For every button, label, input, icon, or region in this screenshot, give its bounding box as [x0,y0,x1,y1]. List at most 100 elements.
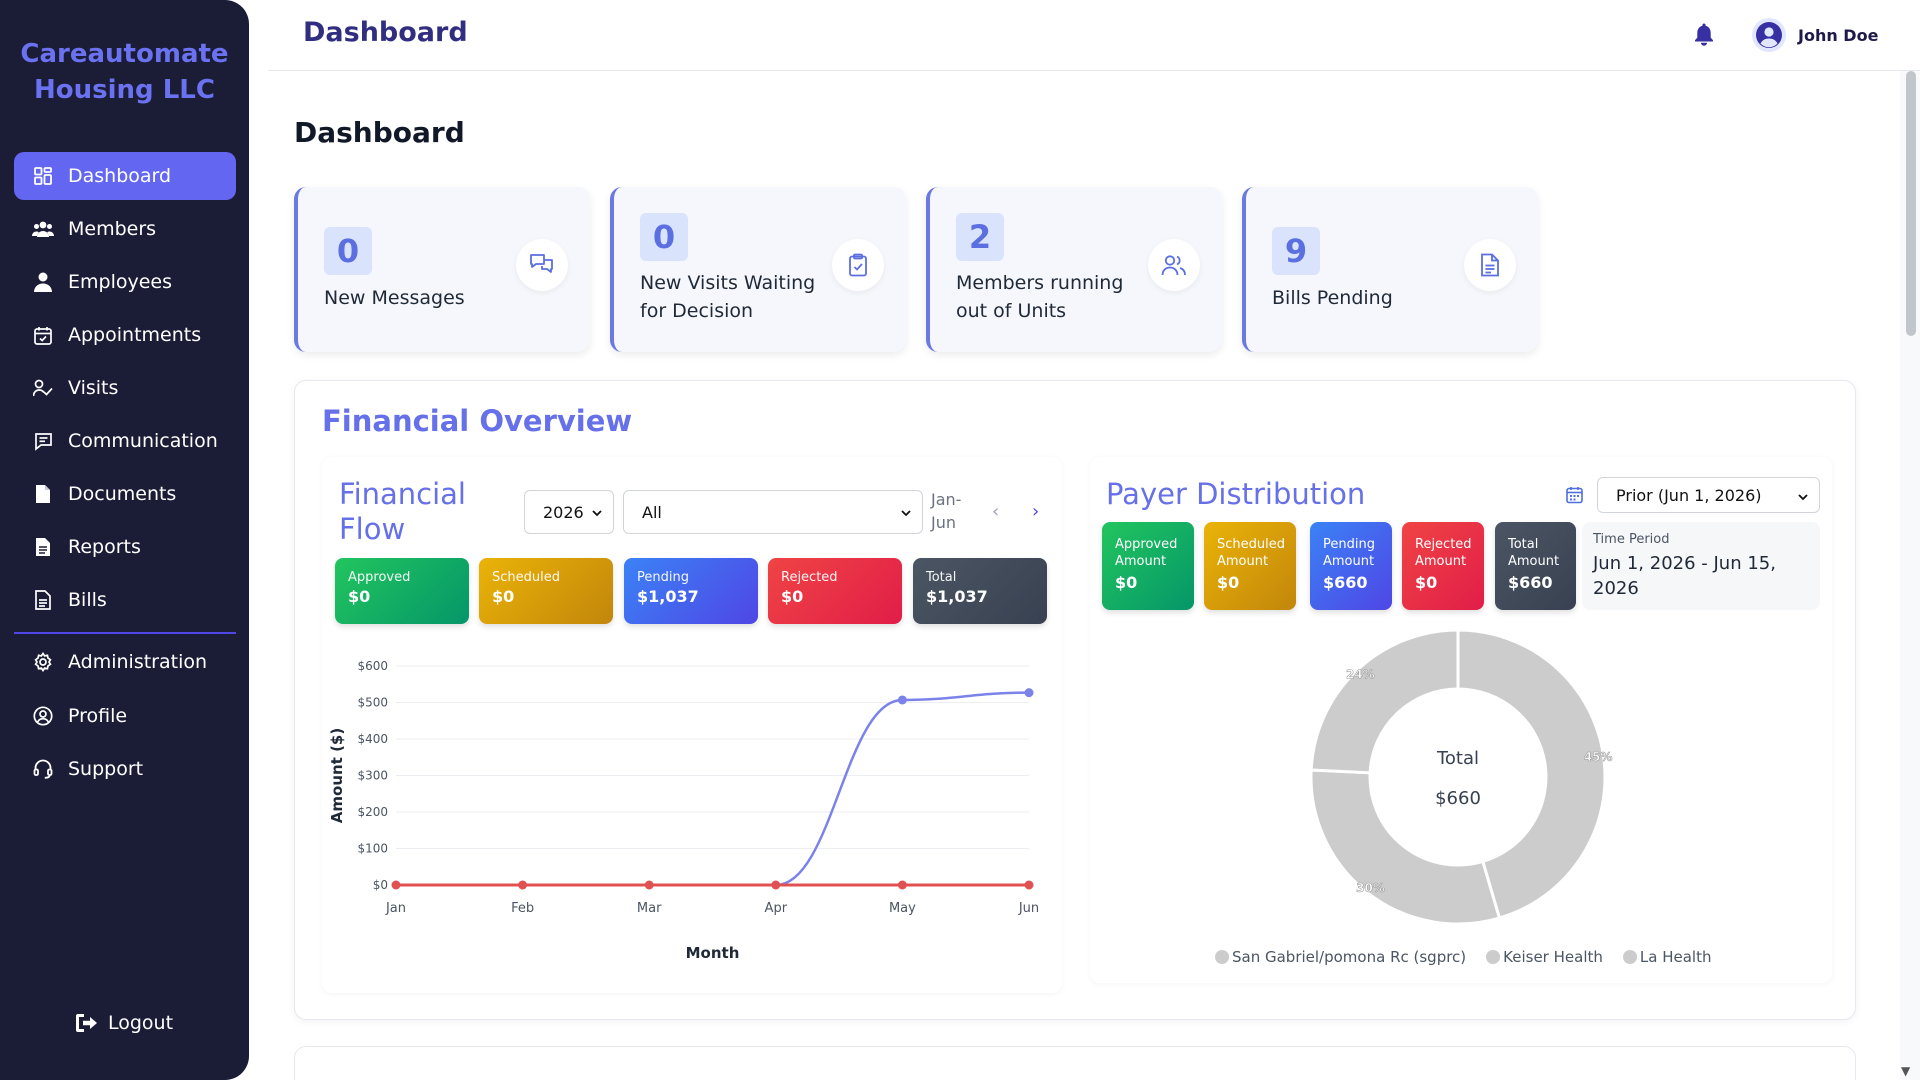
slice-label: 45% [1584,750,1613,764]
time-period-box: Time Period Jun 1, 2026 - Jun 15, 2026 [1582,522,1820,610]
sidebar-item-reports[interactable]: Reports [14,523,236,571]
scroll-down-arrow[interactable]: ▼ [1901,1064,1911,1078]
sidebar-item-appointments[interactable]: Appointments [14,311,236,359]
stat-label: Bills Pending [1272,287,1393,309]
logout-button[interactable]: Logout [76,1012,173,1034]
bill-icon [32,589,54,611]
chevron-down-icon [900,504,912,523]
sidebar-item-members[interactable]: Members [14,205,236,253]
data-point[interactable] [518,880,528,890]
user-menu[interactable]: John Doe [1752,18,1878,52]
avatar [1752,18,1786,52]
sidebar-item-profile[interactable]: Profile [14,692,236,740]
chevron-down-icon [1797,488,1809,507]
year-select-value: 2026 [543,502,584,522]
employee-icon [32,271,54,293]
payer-summary-total: Total Amount $660 [1495,522,1576,610]
stat-card-visits-waiting[interactable]: 0 New Visits Waiting for Decision [610,187,906,352]
payer-distribution-title: Payer Distribution [1106,477,1366,511]
x-tick-label: Jan [385,901,406,916]
bell-icon[interactable] [1693,22,1715,50]
data-point[interactable] [897,695,907,705]
legend-swatch [1215,950,1229,964]
summary-label: Total [926,570,957,585]
summary-label: Total Amount [1508,537,1560,569]
period-select[interactable]: Prior (Jun 1, 2026) [1597,477,1820,513]
calendar-icon[interactable] [1566,486,1583,508]
report-icon [32,536,54,558]
x-tick-label: Jun [1018,901,1039,916]
stat-card-members-units[interactable]: 2 Members running out of Units [926,187,1222,352]
x-axis-label: Month [686,944,740,962]
visits-icon [32,377,54,399]
sidebar-item-employees[interactable]: Employees [14,258,236,306]
pie-slice[interactable] [1309,768,1502,926]
stat-label: New Messages [324,287,465,309]
sidebar-item-documents[interactable]: Documents [14,470,236,518]
data-point[interactable] [897,880,907,890]
sidebar-item-support[interactable]: Support [14,745,236,793]
stat-card-bills-pending[interactable]: 9 Bills Pending [1242,187,1538,352]
legend-item[interactable]: La Health [1622,948,1712,966]
stat-card-new-messages[interactable]: 0 New Messages [294,187,590,352]
payer-summary-pending: Pending Amount $660 [1310,522,1392,610]
sidebar-item-label: Communication [68,430,218,452]
summary-rejected: Rejected $0 [768,558,902,624]
time-period-value: Jun 1, 2026 - Jun 15, 2026 [1593,553,1776,599]
lower-panel [294,1046,1856,1080]
year-select[interactable]: 2026 [524,490,614,534]
payer-summary-approved: Approved Amount $0 [1102,522,1194,610]
stat-label: New Visits Waiting for Decision [640,272,816,322]
gear-icon [32,651,54,673]
sidebar-item-label: Visits [68,377,119,399]
x-tick-label: Feb [511,901,534,916]
calendar-icon [32,324,54,346]
financial-flow-title: Financial Flow [339,477,466,546]
summary-scheduled: Scheduled $0 [479,558,613,624]
header-title: Dashboard [303,17,468,48]
legend-label: La Health [1639,948,1712,966]
filter-select[interactable]: All [623,490,923,534]
x-tick-label: Apr [765,901,788,916]
sidebar-item-bills[interactable]: Bills [14,576,236,624]
sidebar-item-administration[interactable]: Administration [14,638,236,686]
stat-label: Members running out of Units [956,272,1124,322]
summary-label: Pending Amount [1323,537,1375,569]
chevron-right-icon[interactable]: › [1032,501,1040,522]
y-tick-label: $500 [357,696,388,710]
summary-value: $660 [1323,573,1368,592]
y-tick-label: $200 [357,805,388,819]
legend-swatch [1486,950,1501,964]
clipboard-icon [832,239,884,291]
data-point[interactable] [1024,880,1034,890]
data-point[interactable] [771,880,781,890]
x-tick-label: Mar [637,901,662,916]
logout-icon [76,1014,98,1032]
sidebar-item-communication[interactable]: Communication [14,417,236,465]
data-point[interactable] [644,880,654,890]
stat-value: 0 [640,213,688,261]
chat-icon [516,239,568,291]
sidebar-item-dashboard[interactable]: Dashboard [14,152,236,200]
pie-slice[interactable] [1456,628,1607,920]
summary-value: $0 [1217,573,1240,592]
payer-distribution-chart: 45% 30% 24% Total $660 [1309,628,1613,926]
pie-slice[interactable] [1309,628,1460,775]
legend-item[interactable]: Keiser Health [1486,948,1603,966]
y-tick-label: $0 [373,878,388,892]
summary-approved: Approved $0 [335,558,469,624]
data-point[interactable] [1024,688,1034,698]
scrollbar-thumb[interactable] [1906,71,1916,336]
logout-label: Logout [108,1012,174,1034]
period-label: Jan-Jun [931,490,962,532]
chevron-left-icon[interactable]: ‹ [992,501,1000,522]
summary-value: $0 [1115,573,1138,592]
sidebar-item-visits[interactable]: Visits [14,364,236,412]
summary-value: $0 [348,587,371,606]
stat-value: 0 [324,227,372,275]
payer-legend: San Gabriel/pomona Rc (sgprc) Keiser Hea… [1215,948,1731,966]
summary-pending: Pending $1,037 [624,558,758,624]
legend-item[interactable]: San Gabriel/pomona Rc (sgprc) [1215,948,1466,966]
sidebar-item-label: Members [68,218,157,240]
data-point[interactable] [391,880,401,890]
